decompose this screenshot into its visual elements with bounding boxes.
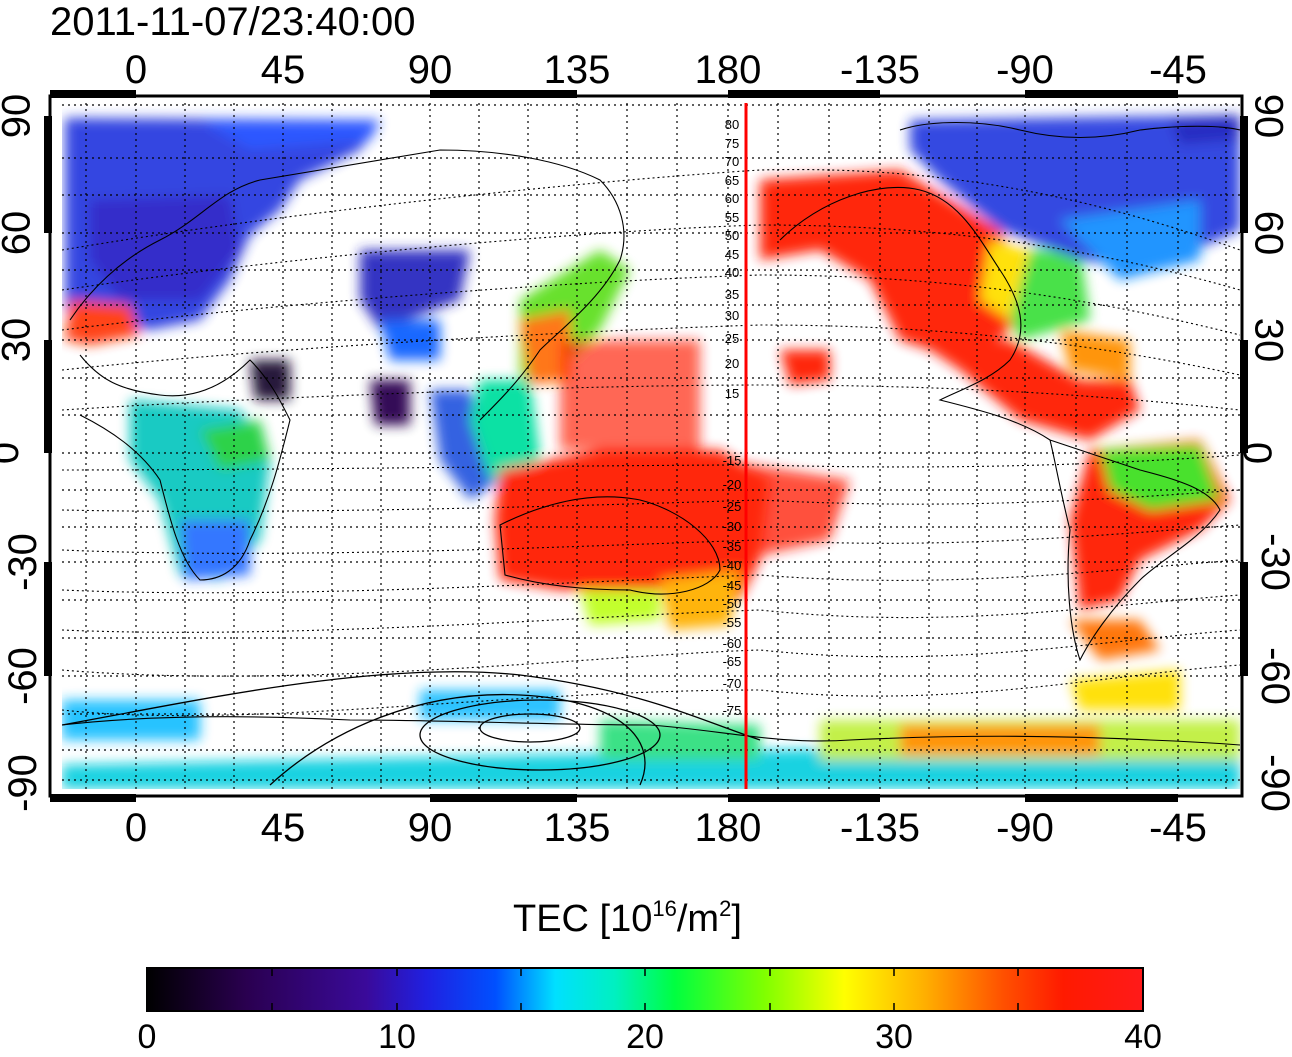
magnetic-latitude-label: 35 [725, 287, 739, 302]
magnetic-latitude-label: -15 [723, 453, 742, 468]
magnetic-latitude-label: -20 [723, 477, 742, 492]
x-tick-top: 90 [407, 48, 453, 92]
figure-title: 2011-11-07/23:40:00 [50, 0, 416, 44]
x-tick-top: -45 [1149, 48, 1207, 92]
magnetic-latitude-label: 55 [725, 210, 739, 225]
magnetic-latitude-label: 45 [725, 247, 739, 262]
x-tick-bottom: -45 [1149, 806, 1207, 850]
x-tick-bottom: -90 [996, 806, 1054, 850]
magnetic-latitude-label: 20 [725, 356, 739, 371]
x-tick-top: 135 [543, 48, 611, 92]
colorbar-title-suffix: ] [731, 898, 742, 940]
magnetic-latitude-label: -60 [723, 636, 742, 651]
magnetic-latitude-label: -30 [723, 519, 742, 534]
coastlines [62, 121, 1240, 746]
magnetic-latitude-label: 70 [725, 154, 739, 169]
colorbar-title-unit-exponent: 2 [719, 896, 732, 921]
frame-ticks [44, 90, 1248, 802]
colorbar-tick-label: 40 [1124, 1018, 1162, 1056]
magnetic-latitude-label: -70 [723, 676, 742, 691]
x-tick-top: -135 [839, 48, 921, 92]
graticule [62, 103, 1240, 789]
magnetic-latitude-label: 65 [725, 173, 739, 188]
magnetic-latitude-label: -35 [723, 539, 742, 554]
magnetic-latitude-label: 15 [725, 386, 739, 401]
colorbar-tick-label: 20 [626, 1018, 664, 1056]
magnetic-latitude-label: 75 [725, 136, 739, 151]
magnetic-latitude-curves [62, 169, 1240, 717]
colorbar-tick-label: 0 [137, 1018, 157, 1056]
magnetic-latitude-label: -65 [723, 654, 742, 669]
x-tick-bottom: 180 [694, 806, 762, 850]
x-tick-bottom: 90 [407, 806, 453, 850]
colorbar-title: TEC [1016/m2] [513, 898, 742, 940]
colorbar-title-unit: /m [676, 898, 720, 940]
magnetic-latitude-label: -40 [723, 558, 742, 573]
x-tick-bottom: 0 [124, 806, 148, 850]
magnetic-latitude-label: -45 [723, 578, 742, 593]
colorbar-title-exponent: 16 [652, 896, 677, 921]
magnetic-latitude-label: -55 [723, 615, 742, 630]
magnetic-latitude-label: 60 [725, 191, 739, 206]
magnetic-latitude-label: 25 [725, 331, 739, 346]
magnetic-latitude-labels: 80 75 70 65 60 55 50 45 40 35 30 25 20 15 -15 -20 -25 -30… [723, 117, 742, 718]
x-tick-top: 0 [124, 48, 148, 92]
tec-data-layer [62, 115, 1240, 789]
x-tick-bottom: 45 [260, 806, 306, 850]
x-tick-top: 180 [694, 48, 762, 92]
colorbar-title-prefix: TEC [10 [513, 898, 653, 940]
magnetic-latitude-label: -50 [723, 596, 742, 611]
colorbar-ticks [271, 968, 1019, 1011]
x-tick-top: -90 [996, 48, 1054, 92]
magnetic-pole-contours [62, 671, 761, 786]
magnetic-latitude-label: 50 [725, 228, 739, 243]
magnetic-latitude-label: 80 [725, 117, 739, 132]
x-tick-top: 45 [260, 48, 306, 92]
colorbar-tick-label: 10 [378, 1018, 416, 1056]
magnetic-latitude-label: 30 [725, 308, 739, 323]
x-tick-bottom: 135 [543, 806, 611, 850]
colorbar-tick-label: 30 [875, 1018, 913, 1056]
magnetic-latitude-label: -25 [723, 499, 742, 514]
magnetic-latitude-label: 40 [725, 265, 739, 280]
x-tick-bottom: -135 [839, 806, 921, 850]
magnetic-latitude-label: -75 [723, 703, 742, 718]
